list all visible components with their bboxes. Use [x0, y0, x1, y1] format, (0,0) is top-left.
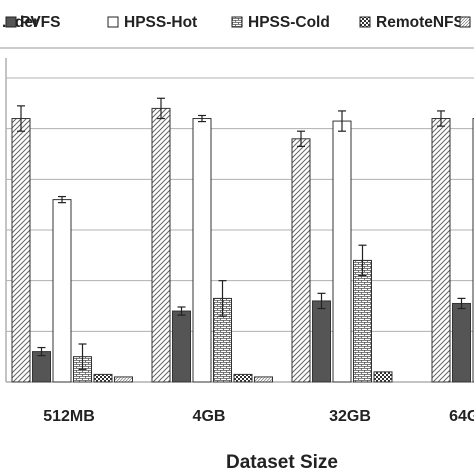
- legend-label: RemoteNFS: [376, 14, 464, 31]
- gridlines: [6, 77, 474, 332]
- legend-swatch: [231, 16, 243, 28]
- bar-hpss-hot-4gb: [192, 118, 212, 383]
- legend-swatch: [359, 16, 371, 28]
- x-tick-label: 32GB: [329, 408, 371, 425]
- error-bars: [17, 97, 466, 370]
- legend-swatch: [459, 16, 471, 28]
- bar-pvfs-32gb: [312, 300, 331, 383]
- legend-label: HPSS-Hot: [124, 14, 197, 31]
- x-tick-labels: 512MB 4GB 32GB 64GB: [43, 408, 474, 425]
- x-tick-label: 64GB: [449, 408, 474, 425]
- x-tick-label: 4GB: [193, 408, 226, 425]
- bar-pvfs-4gb: [172, 310, 191, 383]
- bars: [11, 107, 474, 383]
- legend-swatch: [5, 16, 17, 28]
- x-tick-label: 512MB: [43, 408, 95, 425]
- bar--der-512mb: [11, 118, 31, 383]
- bar-pvfs-64gb: [452, 302, 471, 383]
- bar-remotenfs-32gb: [373, 371, 393, 383]
- bar--der-4gb: [151, 107, 171, 383]
- bar-hpss-hot-32gb: [332, 120, 352, 383]
- bar-remotenfs-4gb: [233, 373, 253, 383]
- legend-swatch: [107, 16, 119, 28]
- bar--der-64gb: [431, 118, 451, 383]
- legend-label: HPSS-Cold: [248, 14, 330, 31]
- x-axis-label: Dataset Size: [226, 452, 338, 473]
- bar-series-5-512mb: [114, 376, 133, 383]
- bar-hpss-cold-32gb: [353, 259, 372, 383]
- bar-hpss-hot-512mb: [52, 199, 72, 383]
- bar-remotenfs-512mb: [93, 373, 113, 383]
- bar--der-32gb: [291, 138, 311, 383]
- legend-label: PVFS: [20, 14, 60, 31]
- bar-series-5-4gb: [254, 376, 273, 383]
